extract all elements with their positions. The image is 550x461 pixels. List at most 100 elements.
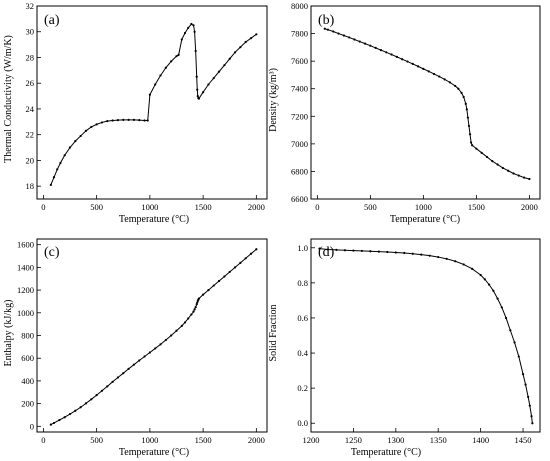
panel-b-data-point — [353, 38, 356, 41]
panel-b-data-point — [501, 166, 504, 170]
panel-c-data-point — [193, 308, 196, 311]
panel-c-xtick-label: 0 — [41, 435, 45, 445]
panel-c-data-point — [192, 310, 195, 313]
panel-b-frame — [310, 5, 541, 200]
panel-d-xtick-label: 1400 — [472, 435, 489, 445]
panel-a-data-point — [154, 83, 157, 86]
panel-c-data-point — [95, 394, 98, 397]
panel-a-data-point — [196, 88, 199, 91]
panel-b-data-point — [342, 34, 345, 37]
panel-d-data-point — [483, 278, 486, 281]
panel-d-data-point — [335, 248, 338, 251]
panel-b-data-point — [460, 91, 463, 94]
panel-a-data-point — [202, 91, 205, 94]
panel-a-series-line — [50, 23, 257, 186]
panel-b-data-point — [457, 87, 460, 90]
panel-d-data-point — [521, 373, 525, 376]
panel-b-data-point — [517, 174, 520, 177]
panel-b-data-point — [522, 176, 526, 179]
panel-c-ylabel: Enthalpy (kJ/kg) — [3, 300, 14, 367]
panel-b-data-point — [406, 60, 409, 63]
panel-b-xtick-label: 500 — [364, 202, 377, 212]
panel-c-xlabel: Temperature (°C) — [119, 447, 189, 458]
panel-a-data-point — [194, 49, 197, 53]
panel-a-data-point — [217, 70, 221, 73]
panel-b-data-point — [427, 70, 430, 73]
panel-d-data-point — [394, 251, 397, 254]
panel-a-data-point — [233, 51, 237, 54]
panel-c-data-point — [170, 334, 173, 337]
panel-c-data-point — [74, 409, 77, 412]
panel-a-xtick-label: 2000 — [248, 202, 265, 212]
panel-c-data-point — [239, 261, 242, 264]
panel-d-ytick-label: 0.2 — [297, 383, 308, 393]
panel-a-label: (a) — [44, 13, 60, 28]
panel-d-xtick-label: 1300 — [387, 435, 404, 445]
panel-a-data-point — [63, 154, 66, 157]
panel-d-data-point — [343, 249, 347, 252]
panel-a-data-point — [143, 119, 146, 122]
panel-d-data-point — [500, 306, 503, 309]
panel-b-data-point — [491, 159, 494, 163]
panel-c-data-point — [180, 324, 183, 327]
panel-d-data-point — [403, 251, 406, 255]
panel-b-ylabel: Density (kg/m³) — [268, 68, 279, 132]
panel-c-ytick-label: 400 — [21, 376, 34, 386]
panel-a-xtick-label: 1500 — [195, 202, 212, 212]
panel-d-data-point — [496, 297, 499, 300]
panel-a-data-point — [122, 118, 125, 121]
panel-c-data-point — [207, 288, 210, 292]
panel-c-ytick-label: 600 — [21, 353, 34, 363]
panel-c-data-point — [154, 347, 157, 350]
panel-a-ytick-label: 28 — [26, 52, 35, 62]
panel-c-data-point — [111, 380, 114, 383]
panel-c-data-point — [217, 279, 221, 283]
panel-a-data-point — [249, 37, 253, 40]
panel-a-ytick-label: 20 — [26, 155, 35, 165]
panel-b-data-point — [337, 32, 340, 35]
panel-c-data-point — [255, 248, 258, 251]
panel-b-data-point — [379, 49, 383, 52]
panel-c-data-point — [106, 385, 109, 388]
panel-d-data-point — [479, 273, 482, 277]
panel-b-ytick-label: 7400 — [291, 84, 308, 94]
panel-a-data-point — [90, 125, 93, 129]
panel-a-data-point — [84, 129, 88, 132]
panel-b-ytick-label: 6600 — [291, 194, 308, 204]
panel-c-data-point — [68, 412, 72, 416]
panel-a-data-point — [164, 66, 167, 69]
panel-a-data-point — [100, 121, 104, 124]
panel-a-data-point — [111, 119, 114, 122]
panel-d-ytick-label: 0.4 — [297, 348, 308, 358]
panel-b-ytick-label: 7800 — [291, 29, 308, 39]
panel-b-data-point — [475, 147, 478, 150]
panel-c-ytick-label: 1600 — [17, 240, 34, 250]
panel-b-ytick-label: 7200 — [291, 111, 308, 121]
panel-c-data-point — [249, 252, 253, 255]
panel-d-xlabel: Temperature (°C) — [351, 447, 421, 458]
panel-d-ytick-label: 1.0 — [297, 243, 308, 253]
panel-d-data-point — [420, 253, 423, 256]
panel-c-data-point — [228, 270, 231, 274]
panel-b-data-point — [363, 42, 367, 45]
panel-b-data-point — [358, 40, 361, 43]
panel-b-data-point — [401, 58, 404, 61]
panel-d-data-point — [445, 257, 448, 260]
panel-a-data-point — [175, 55, 178, 58]
panel-a-data-point — [146, 119, 149, 122]
panel-a-data-point — [177, 53, 180, 56]
panel-a-data-point — [228, 57, 231, 60]
panel-a-data-point — [106, 120, 109, 123]
panel-b-data-point — [369, 44, 372, 47]
panel-b-data-point — [374, 46, 377, 50]
panel-b-data-point — [467, 124, 471, 128]
panel-c-xtick-label: 1000 — [141, 435, 158, 445]
panel-a-data-point — [74, 140, 77, 143]
panel-c-data-point — [194, 306, 197, 309]
panel-a-data-point — [52, 176, 56, 179]
panel-b-data-point — [390, 53, 393, 56]
panel-c-data-point — [196, 301, 199, 304]
panel-c-data-point — [190, 313, 193, 316]
panel-a-data-point — [183, 31, 187, 35]
panel-a-ylabel: Thermal Conductivity (W/m/K) — [3, 35, 14, 163]
